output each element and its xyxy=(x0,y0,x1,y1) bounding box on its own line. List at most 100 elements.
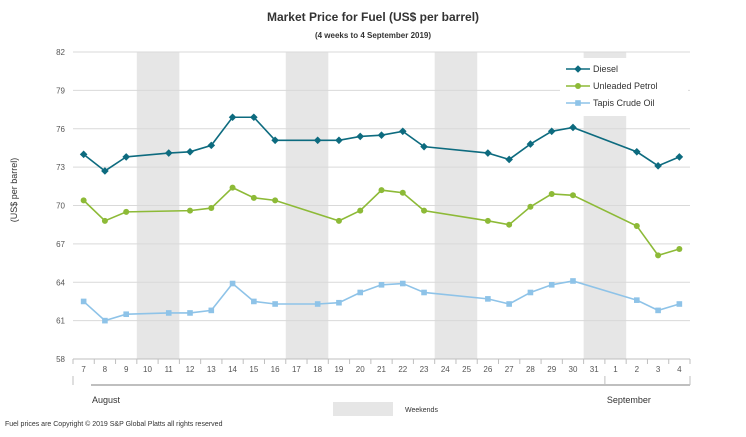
data-point xyxy=(250,113,258,122)
data-point xyxy=(655,252,662,259)
data-point xyxy=(208,307,215,314)
data-point xyxy=(335,136,343,145)
data-point xyxy=(101,217,108,224)
data-point xyxy=(485,296,491,302)
y-tick-label: 76 xyxy=(56,125,65,134)
y-tick-label: 73 xyxy=(56,163,65,172)
data-point xyxy=(505,155,513,164)
data-point xyxy=(80,197,87,204)
data-point xyxy=(654,162,662,170)
y-tick-label: 67 xyxy=(56,240,65,249)
data-point xyxy=(101,167,109,175)
y-tick-label: 61 xyxy=(56,317,65,326)
x-tick-label: 25 xyxy=(462,365,471,374)
data-point xyxy=(655,307,661,314)
data-point xyxy=(675,153,684,161)
data-point xyxy=(527,289,534,296)
weekends-legend-label: Weekends xyxy=(405,407,438,414)
x-tick-label: 12 xyxy=(186,365,195,374)
data-point xyxy=(335,217,342,224)
x-tick-label: 4 xyxy=(677,365,682,374)
x-tick-label: 30 xyxy=(569,365,578,374)
data-point xyxy=(80,298,87,305)
legend-label: Unleaded Petrol xyxy=(593,81,658,91)
data-point xyxy=(569,123,577,132)
data-point xyxy=(272,197,279,204)
legend-label: Diesel xyxy=(593,64,618,74)
data-point xyxy=(122,153,130,161)
legend-label: Tapis Crude Oil xyxy=(593,98,655,108)
data-point xyxy=(575,100,581,106)
data-point xyxy=(484,217,491,224)
data-point xyxy=(357,207,364,214)
x-tick-label: 8 xyxy=(103,365,108,374)
x-tick-label: 3 xyxy=(656,365,661,374)
data-point xyxy=(676,245,683,252)
y-axis-label: (US$ per barrel) xyxy=(9,158,19,223)
y-tick-label: 82 xyxy=(56,48,65,57)
data-point xyxy=(633,222,640,229)
data-point xyxy=(399,189,406,196)
chart-subtitle: (4 weeks to 4 September 2019) xyxy=(315,31,431,40)
data-point xyxy=(378,187,385,194)
data-point xyxy=(574,65,582,73)
x-tick-label: 2 xyxy=(635,365,640,374)
data-point xyxy=(164,149,173,157)
x-tick-label: 14 xyxy=(228,365,237,374)
data-point xyxy=(421,207,428,214)
data-point xyxy=(506,221,513,228)
data-point xyxy=(527,203,534,210)
x-tick-label: 1 xyxy=(613,365,618,374)
x-tick-label: 7 xyxy=(81,365,86,374)
x-tick-label: 16 xyxy=(271,365,280,374)
data-point xyxy=(272,301,278,307)
chart-title: Market Price for Fuel (US$ per barrel) xyxy=(267,10,479,24)
data-point xyxy=(102,317,108,324)
y-tick-label: 58 xyxy=(56,355,65,364)
weekends-legend-swatch xyxy=(333,402,393,416)
data-point xyxy=(420,142,428,151)
data-point xyxy=(356,132,365,141)
x-tick-label: 28 xyxy=(526,365,535,374)
data-point xyxy=(165,310,172,316)
data-point xyxy=(377,131,386,139)
month-label: September xyxy=(607,395,651,405)
x-tick-label: 17 xyxy=(292,365,301,374)
x-tick-label: 27 xyxy=(505,365,514,374)
data-point xyxy=(421,289,427,296)
data-point xyxy=(548,190,555,197)
data-point xyxy=(187,207,194,214)
copyright-note: Fuel prices are Copyright © 2019 S&P Glo… xyxy=(5,420,223,428)
data-point xyxy=(506,301,512,307)
x-tick-label: 10 xyxy=(143,365,152,374)
legend: Diesel Unleaded Petrol Tapis Crude Oil xyxy=(560,58,688,116)
data-point xyxy=(228,113,237,122)
data-point xyxy=(208,205,215,212)
x-tick-label: 11 xyxy=(165,365,174,374)
series xyxy=(79,113,684,324)
data-point xyxy=(336,299,342,306)
data-point xyxy=(123,311,129,318)
data-point xyxy=(229,280,236,287)
month-label: August xyxy=(92,395,121,405)
data-point xyxy=(548,282,555,288)
data-point xyxy=(313,136,322,145)
x-tick-label: 29 xyxy=(547,365,556,374)
data-point xyxy=(569,192,576,199)
x-tick-label: 13 xyxy=(207,365,216,374)
data-point xyxy=(314,301,321,307)
data-point xyxy=(634,297,640,303)
series-diesel xyxy=(79,113,684,175)
data-point xyxy=(251,298,257,305)
data-point xyxy=(79,150,88,159)
data-point xyxy=(633,147,641,156)
x-tick-label: 20 xyxy=(356,365,365,374)
series-tapis-crude-oil xyxy=(80,278,683,324)
data-point xyxy=(399,280,406,287)
data-point xyxy=(271,136,279,145)
x-tick-label: 18 xyxy=(313,365,322,374)
data-point xyxy=(484,149,492,157)
data-point xyxy=(570,278,576,284)
y-tick-label: 64 xyxy=(56,278,65,287)
